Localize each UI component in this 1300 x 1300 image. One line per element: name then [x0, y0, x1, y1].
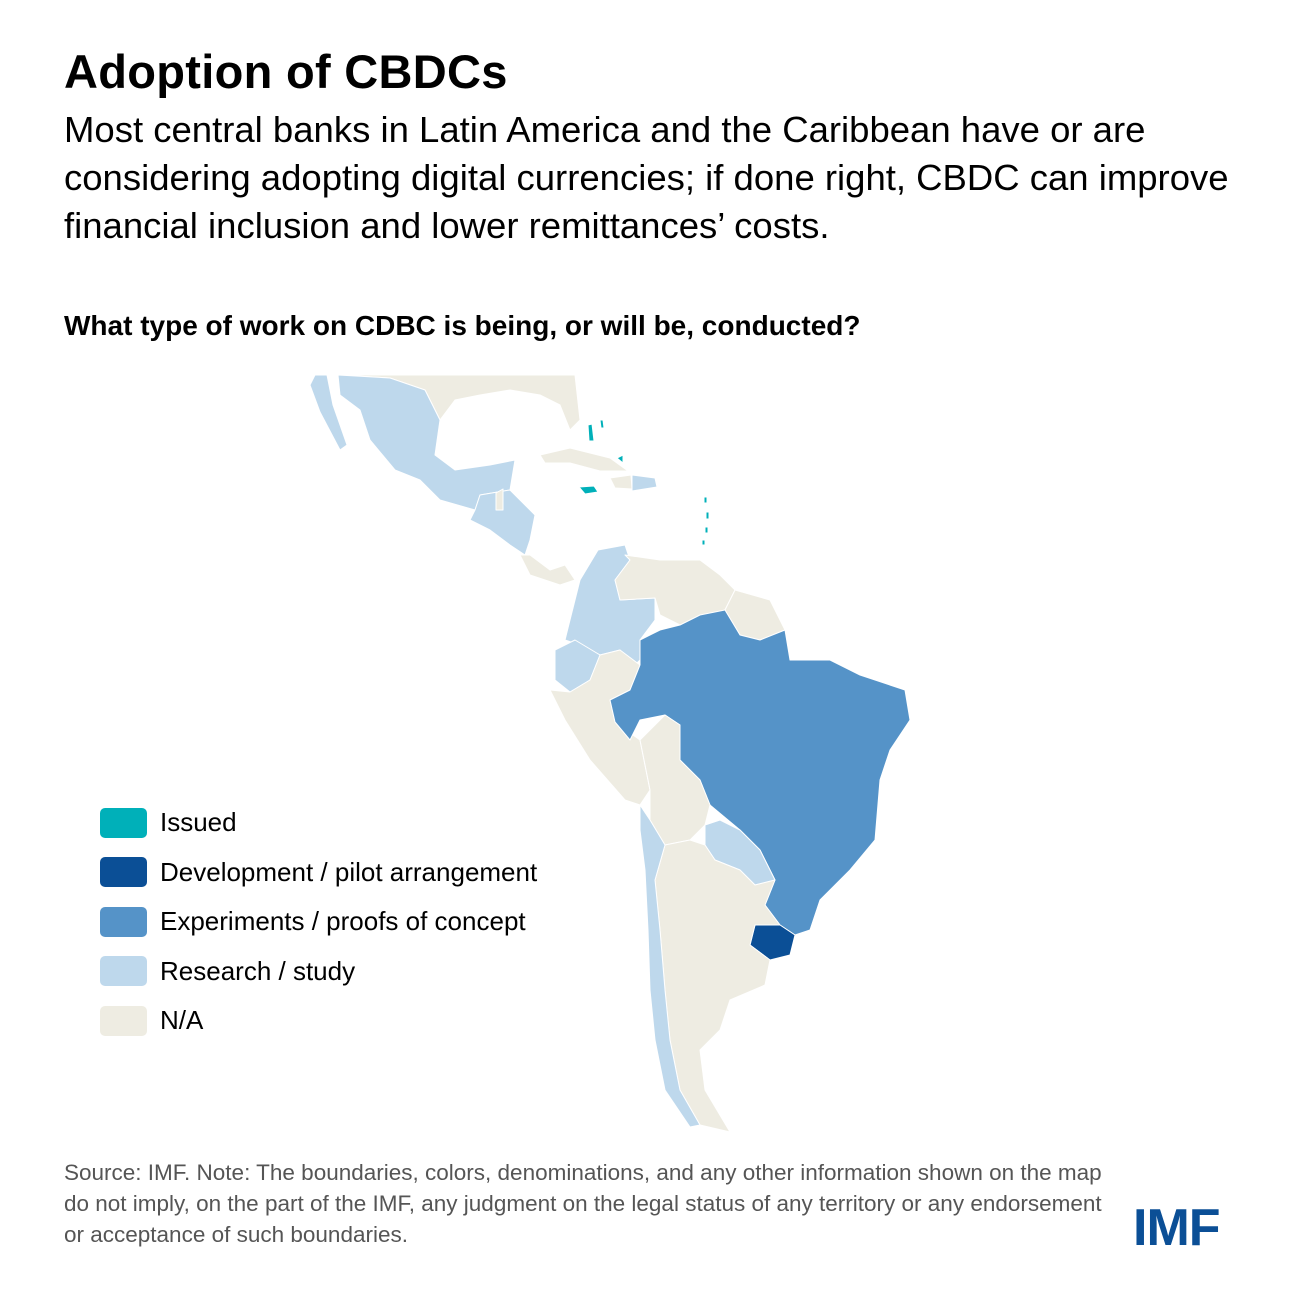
- legend-swatch: [100, 1005, 147, 1036]
- region-haiti: [609, 474, 633, 490]
- legend-item-issued: Issued: [100, 798, 537, 848]
- legend-label: Research / study: [160, 955, 356, 986]
- legend-label: Experiments / proofs of concept: [160, 906, 526, 937]
- legend-item-na: N/A: [100, 996, 537, 1046]
- region-costa-rica-panama: [519, 554, 576, 586]
- legend-item-development: Development / pilot arrangement: [100, 848, 537, 898]
- region-belize: [495, 488, 504, 511]
- region-brazil: [609, 609, 911, 936]
- imf-logo: IMF: [1133, 1199, 1221, 1257]
- region-mexico: [337, 374, 516, 511]
- map-legend: Issued Development / pilot arrangement E…: [100, 798, 537, 1046]
- legend-swatch: [100, 906, 147, 937]
- region-jamaica: [578, 485, 599, 495]
- region-dominican-republic: [631, 474, 658, 492]
- map-question: What type of work on CDBC is being, or w…: [64, 310, 861, 341]
- region-bahamas: [587, 419, 624, 464]
- region-baja: [309, 374, 348, 451]
- region-bolivia: [639, 714, 711, 846]
- region-cuba: [539, 447, 629, 472]
- region-chile: [639, 804, 701, 1128]
- legend-item-experiments: Experiments / proofs of concept: [100, 897, 537, 947]
- legend-swatch: [100, 956, 147, 987]
- page-title: Adoption of CBDCs: [64, 45, 508, 98]
- legend-label: Issued: [160, 807, 237, 838]
- legend-label: Development / pilot arrangement: [160, 856, 538, 887]
- page-subtitle: Most central banks in Latin America and …: [64, 109, 1229, 246]
- region-eastern-caribbean: [701, 496, 710, 546]
- legend-item-research: Research / study: [100, 947, 537, 997]
- source-note: Source: IMF. Note: The boundaries, color…: [64, 1160, 1102, 1247]
- legend-label: N/A: [160, 1005, 204, 1036]
- legend-swatch: [100, 807, 147, 838]
- legend-swatch: [100, 857, 147, 888]
